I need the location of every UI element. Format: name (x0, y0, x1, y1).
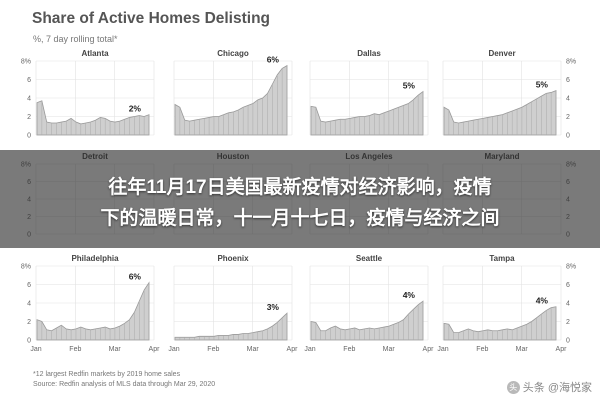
x-tick-label: Mar (247, 346, 260, 353)
y-tick-label: 6 (27, 282, 31, 289)
series-area (174, 64, 288, 136)
end-value-label: 3% (267, 302, 280, 312)
footnote-markets: *12 largest Redfin markets by 2019 home … (33, 371, 181, 378)
watermark-logo-icon: 头 (506, 380, 520, 394)
x-tick-label: Apr (287, 346, 299, 353)
x-tick-label: Mar (516, 346, 529, 353)
y-tick-label: 2 (27, 114, 31, 121)
y-tick-label: 6 (566, 282, 570, 289)
y-tick-label: 2 (566, 114, 570, 121)
panel-philadelphia: Philadelphia 0 2 4 6 8% Jan Feb Mar Apr 6% (21, 254, 160, 353)
x-tick-label: Apr (149, 346, 161, 353)
series-area (174, 312, 288, 341)
y-tick-label: 0 (566, 133, 570, 140)
end-value-label: 5% (403, 81, 416, 91)
y-tick-label: 8% (566, 264, 576, 271)
series-area (443, 306, 557, 341)
panel-name: Atlanta (81, 49, 109, 58)
panel-name: Denver (488, 49, 515, 58)
panel-seattle: Seattle Jan Feb Mar Apr 4% (304, 254, 434, 353)
panel-denver: Denver 0 2 4 6 8% 5% (442, 49, 576, 140)
end-value-label: 4% (403, 290, 416, 300)
end-value-label: 6% (267, 55, 280, 65)
panel-chicago: Chicago 6% (173, 49, 293, 136)
y-tick-label: 6 (27, 77, 31, 84)
panel-phoenix: Phoenix Jan Feb Mar Apr 3% (168, 254, 298, 353)
watermark: 头 头条 @海悦家 (506, 379, 592, 395)
x-tick-label: Feb (207, 346, 219, 353)
y-tick-label: 0 (27, 338, 31, 345)
x-tick-label: Jan (304, 346, 315, 353)
x-tick-label: Jan (437, 346, 448, 353)
headline-line-2: 下的温暖日常，十一月十七日，疫情与经济之间 (100, 208, 500, 229)
x-tick-label: Mar (383, 346, 396, 353)
y-tick-label: 2 (566, 319, 570, 326)
panel-name: Philadelphia (71, 254, 119, 263)
y-tick-label: 0 (566, 338, 570, 345)
footnotes: *12 largest Redfin markets by 2019 home … (33, 370, 215, 390)
headline-text: 往年11月17日美国最新疫情对经济影响，疫情 下的温暖日常，十一月十七日，疫情与… (0, 172, 600, 234)
series-area (310, 300, 424, 341)
x-tick-label: Feb (69, 346, 81, 353)
x-tick-label: Apr (556, 346, 568, 353)
end-value-label: 6% (129, 272, 142, 282)
panel-tampa: Tampa 0 2 4 6 8% Jan Feb Mar Apr 4% (437, 254, 576, 353)
end-value-label: 5% (536, 80, 549, 90)
panel-name: Seattle (356, 254, 383, 263)
y-tick-label: 8% (21, 264, 31, 271)
chart-title: Share of Active Homes Delisting (32, 10, 271, 27)
end-value-label: 4% (536, 296, 549, 306)
x-tick-label: Feb (476, 346, 488, 353)
y-tick-label: 6 (566, 77, 570, 84)
x-tick-label: Mar (109, 346, 122, 353)
headline-overlay (0, 150, 600, 248)
y-tick-label: 4 (27, 96, 31, 103)
x-tick-label: Jan (30, 346, 41, 353)
chart-subtitle: %, 7 day rolling total* (33, 34, 118, 44)
y-tick-label: 8% (566, 59, 576, 66)
end-value-label: 2% (129, 104, 142, 114)
series-area (36, 281, 150, 341)
panel-dallas: Dallas 5% (309, 49, 429, 136)
y-tick-label: 0 (27, 133, 31, 140)
y-tick-label: 2 (27, 319, 31, 326)
x-tick-label: Apr (423, 346, 435, 353)
x-tick-label: Jan (168, 346, 179, 353)
panel-atlanta: Atlanta 0 2 4 6 8% 2% (21, 49, 155, 140)
footnote-source: Source: Redfin analysis of MLS data thro… (33, 381, 216, 388)
panel-name: Tampa (489, 254, 515, 263)
x-tick-label: Feb (343, 346, 355, 353)
y-tick-label: 8% (21, 59, 31, 66)
headline-line-1: 往年11月17日美国最新疫情对经济影响，疫情 (108, 177, 492, 198)
y-tick-label: 4 (566, 96, 570, 103)
y-tick-label: 4 (27, 301, 31, 308)
y-tick-label: 4 (566, 301, 570, 308)
watermark-text: 头条 @海悦家 (522, 382, 592, 394)
series-area (443, 90, 557, 136)
panel-name: Dallas (357, 49, 381, 58)
panel-name: Phoenix (217, 254, 249, 263)
panel-name: Chicago (217, 49, 249, 58)
